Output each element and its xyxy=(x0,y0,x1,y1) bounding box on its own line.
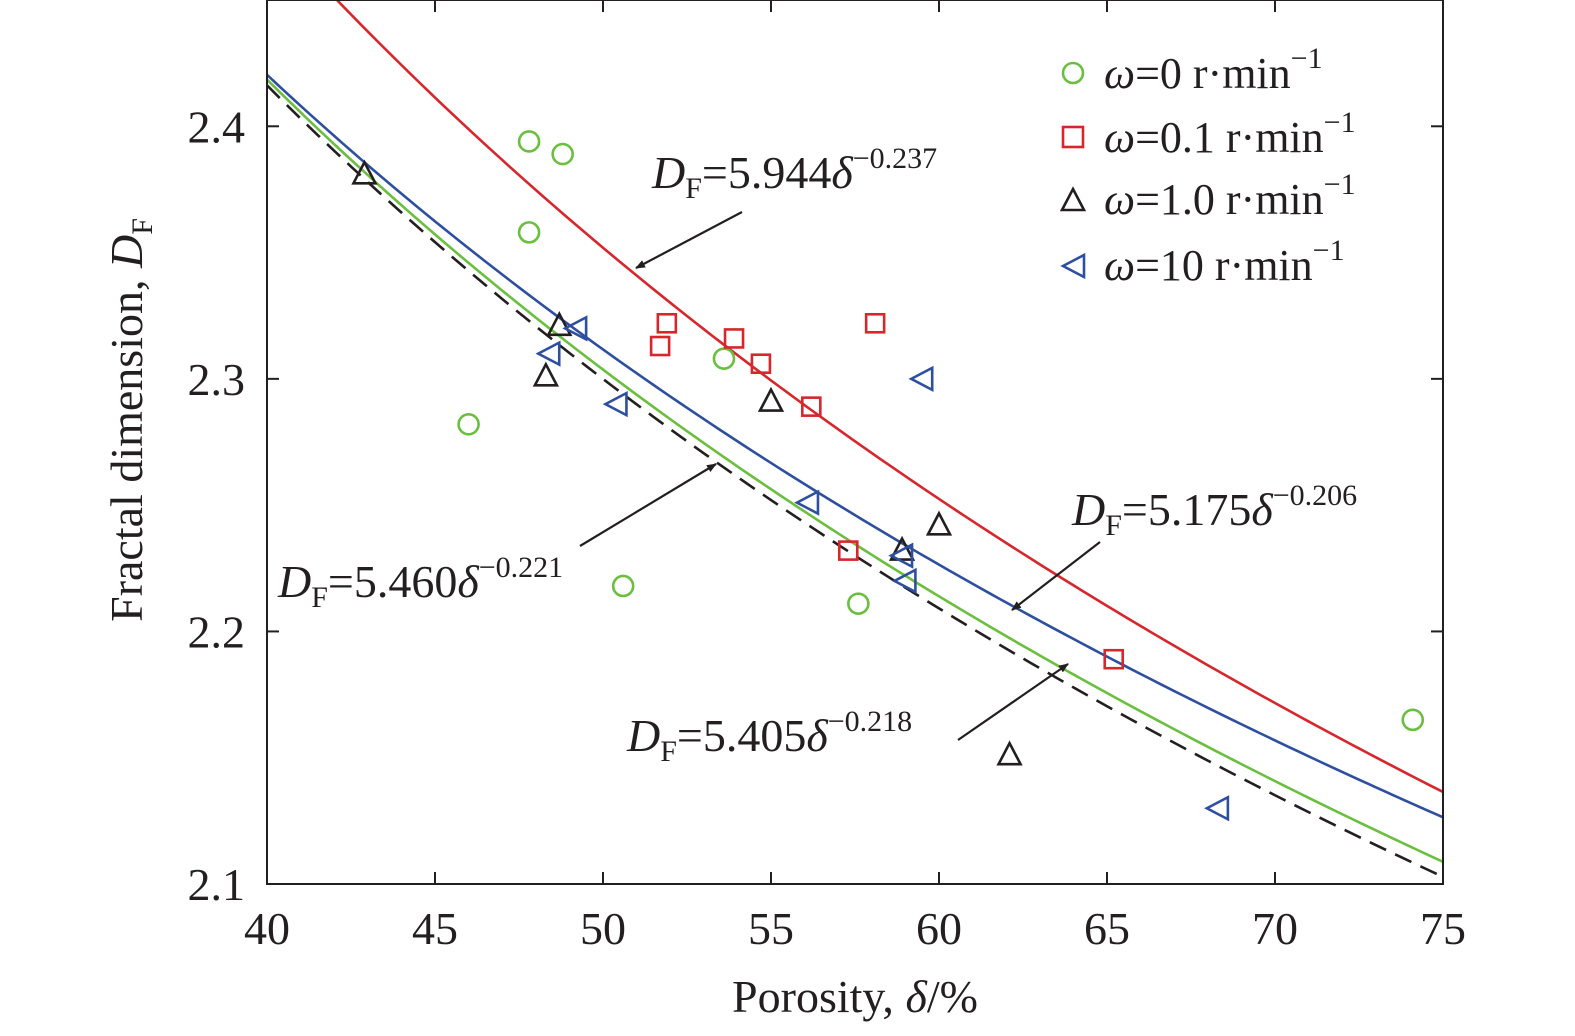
point-triangle-up xyxy=(546,311,573,337)
point-circle xyxy=(551,142,574,166)
annotation-blue-fit: DF=5.175δ−0.206 xyxy=(1071,479,1357,542)
point-circle xyxy=(517,130,541,153)
point-triangle-up xyxy=(532,361,560,387)
x-axis-title: Porosity, δ/% xyxy=(732,971,978,1022)
legend: ω=0 r·min−1 ω=0.1 r·min−1 ω=1.0 r·min−1 … xyxy=(1059,42,1356,290)
plot-frame xyxy=(266,0,1444,885)
x-tick-label: 40 xyxy=(244,903,290,954)
fit-curve-1 xyxy=(335,0,1443,794)
x-tick-label: 45 xyxy=(412,903,458,954)
point-square xyxy=(801,396,822,417)
point-square xyxy=(723,328,745,349)
x-tick-label: 60 xyxy=(916,903,962,954)
point-circle xyxy=(847,592,870,615)
point-triangle-up xyxy=(888,535,916,561)
annotation-arrow-green xyxy=(957,663,1069,741)
annotation-green-fit: DF=5.405δ−0.218 xyxy=(626,705,912,768)
x-tick-label: 55 xyxy=(748,903,794,954)
fit-curves xyxy=(267,0,1443,879)
x-tick-label: 70 xyxy=(1252,903,1298,954)
x-tick-label: 75 xyxy=(1420,903,1466,954)
point-triangle-left xyxy=(535,340,561,367)
axis-ticks: 40 45 50 55 60 65 70 75 2.1 2.2 2.3 2.4 xyxy=(188,0,1466,954)
fit-curve-3 xyxy=(267,73,1443,819)
point-triangle-left xyxy=(888,542,914,569)
x-tick-label: 65 xyxy=(1084,903,1130,954)
point-circle xyxy=(457,413,480,436)
point-triangle-up xyxy=(996,740,1023,766)
annotation-arrow-red xyxy=(635,211,743,269)
legend-label-1: ω=0.1 r·min−1 xyxy=(1104,106,1356,162)
y-tick-label: 2.1 xyxy=(188,859,246,910)
legend-marker-triangle-left xyxy=(1060,252,1086,280)
legend-label-2: ω=1.0 r·min−1 xyxy=(1104,168,1356,224)
point-triangle-up xyxy=(351,159,378,185)
point-triangle-left xyxy=(908,365,934,393)
point-circle xyxy=(712,347,736,370)
annotation-black-fit: DF=5.460δ−0.221 xyxy=(277,551,563,614)
point-square xyxy=(837,540,859,561)
point-square xyxy=(864,312,886,334)
annotation-arrow-blue xyxy=(1011,541,1101,611)
point-circle xyxy=(611,574,635,598)
point-triangle-left xyxy=(1204,795,1230,822)
point-triangle-left xyxy=(562,315,588,342)
point-triangle-up xyxy=(757,386,785,412)
legend-marker-circle xyxy=(1061,61,1085,85)
point-circle xyxy=(517,221,541,244)
y-axis-title: Fractal dimension, DF xyxy=(101,218,159,622)
legend-label-0: ω=0 r·min−1 xyxy=(1104,42,1323,98)
x-tick-label: 50 xyxy=(580,903,626,954)
point-square xyxy=(1103,648,1125,670)
y-tick-label: 2.2 xyxy=(188,606,246,657)
point-triangle-left xyxy=(602,390,628,418)
point-circle xyxy=(1401,708,1425,732)
fit-annotations: DF=5.944δ−0.237 DF=5.175δ−0.206 DF=5.460… xyxy=(277,142,1357,768)
point-triangle-left xyxy=(794,489,820,516)
fit-curve-2 xyxy=(267,84,1443,879)
fit-curve-0 xyxy=(267,78,1443,863)
point-square xyxy=(656,312,678,334)
point-triangle-up xyxy=(925,510,953,536)
y-tick-label: 2.4 xyxy=(188,101,246,152)
annotation-arrow-black xyxy=(579,463,717,547)
point-square xyxy=(750,353,772,375)
legend-marker-triangle-up xyxy=(1059,186,1087,212)
point-triangle-left xyxy=(891,567,917,595)
y-tick-label: 2.3 xyxy=(188,354,246,405)
annotation-red-fit: DF=5.944δ−0.237 xyxy=(651,142,937,205)
data-points xyxy=(351,130,1425,822)
legend-label-3: ω=10 r·min−1 xyxy=(1104,234,1345,290)
legend-marker-square xyxy=(1061,125,1085,149)
point-square xyxy=(649,335,671,357)
